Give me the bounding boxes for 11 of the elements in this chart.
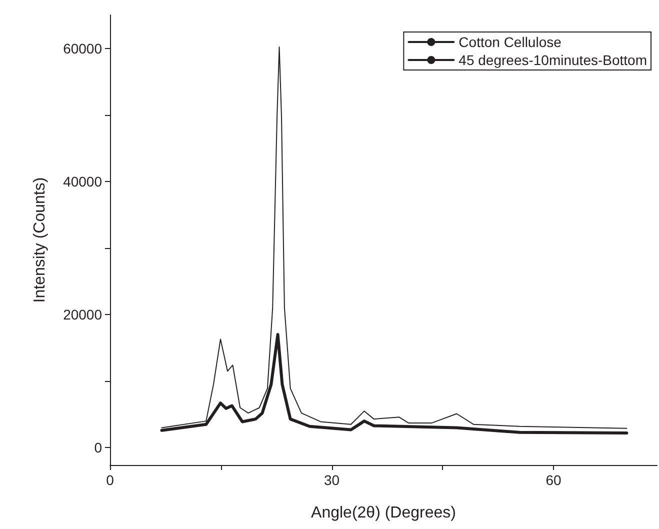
y-tick-label: 40000	[63, 173, 102, 190]
y-tick-label: 20000	[63, 306, 102, 323]
legend-label: 45 degrees-10minutes-Bottom	[458, 52, 648, 68]
x-axis-title: Angle(2θ) (Degrees)	[311, 504, 456, 522]
x-tick-label: 60	[546, 472, 562, 488]
x-tick-label: 30	[324, 472, 340, 488]
y-axis-title: Intensity (Counts)	[32, 177, 48, 303]
x-tick-label: 0	[106, 472, 114, 488]
y-tick-label: 60000	[63, 40, 102, 56]
y-tick-label: 0	[94, 440, 102, 456]
legend-label: Cotton Cellulose	[458, 34, 562, 50]
